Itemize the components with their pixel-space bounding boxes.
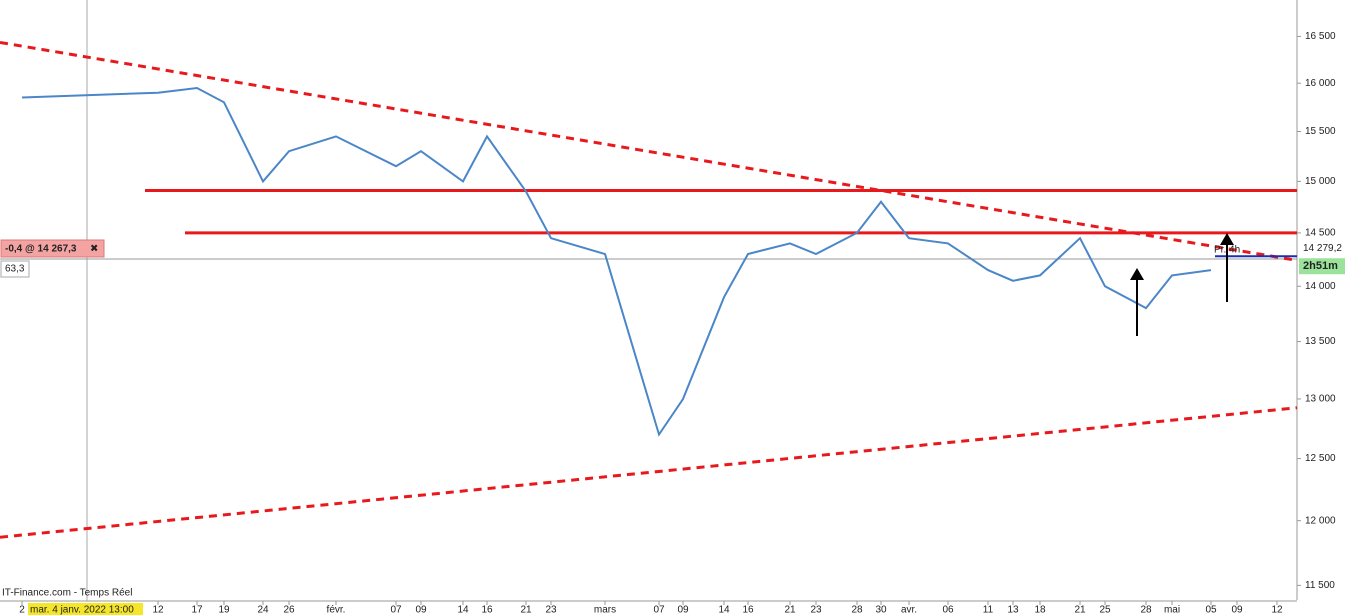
y-tick-label: 13 500 <box>1305 336 1336 347</box>
x-tick-label: 28 <box>1140 605 1152 615</box>
x-tick-label: 14 <box>457 605 469 615</box>
y-tick-label: 12 000 <box>1305 515 1336 526</box>
x-tick-label: 11 <box>983 605 994 615</box>
x-tick-label: mai <box>1164 605 1180 615</box>
x-tick-label: 2 <box>19 605 25 615</box>
cursor-info: -0,4 @ 14 267,3 <box>5 244 77 255</box>
x-tick-label: 21 <box>520 605 532 615</box>
x-tick-label: 16 <box>481 605 493 615</box>
last-price-label: 14 279,2 <box>1303 243 1342 254</box>
x-tick-label: 13 <box>1007 605 1019 615</box>
y-tick-label: 15 000 <box>1305 176 1336 187</box>
cursor-date: mar. 4 janv. 2022 13:00 <box>30 605 134 615</box>
y-tick-label: 16 000 <box>1305 78 1336 89</box>
x-tick-label: 17 <box>191 605 203 615</box>
indicator: 63,3 <box>5 264 25 275</box>
y-tick-label: 14 000 <box>1305 281 1336 292</box>
indicator-box <box>0 260 30 278</box>
arrow-head <box>1130 268 1144 280</box>
x-tick-label: févr. <box>327 605 346 615</box>
x-tick-label: 16 <box>742 605 754 615</box>
x-tick-label: 09 <box>1231 605 1243 615</box>
x-tick-label: mars <box>594 605 616 615</box>
x-tick-label: 25 <box>1099 605 1111 615</box>
x-tick-label: 26 <box>283 605 295 615</box>
x-tick-label: 12 <box>1271 605 1283 615</box>
x-tick-label: 06 <box>942 605 954 615</box>
x-tick-label: 28 <box>851 605 863 615</box>
x-tick-label: 23 <box>545 605 557 615</box>
timer-box <box>1299 258 1345 275</box>
y-tick-label: 15 500 <box>1305 126 1336 137</box>
x-tick-label: 21 <box>784 605 796 615</box>
x-tick-label: 30 <box>875 605 887 615</box>
x-tick-label: 05 <box>1205 605 1217 615</box>
timer: 2h51m <box>1303 260 1338 272</box>
y-tick-label: 13 000 <box>1305 394 1336 405</box>
price-line <box>21 86 1212 437</box>
x-tick-label: 12 <box>152 605 164 615</box>
y-tick-label: 12 500 <box>1305 453 1336 464</box>
cursor-info-box <box>0 239 105 258</box>
y-tick-label: 16 500 <box>1305 31 1336 42</box>
y-tick-label: 14 500 <box>1305 228 1336 239</box>
x-tick-label: 19 <box>218 605 230 615</box>
x-tick-label: 07 <box>390 605 402 615</box>
source: IT-Finance.com - Temps Réel <box>2 588 132 599</box>
x-tick-label: 09 <box>677 605 689 615</box>
arrow-head <box>1220 233 1234 245</box>
x-tick-label: 21 <box>1074 605 1086 615</box>
x-tick-label: 24 <box>257 605 269 615</box>
x-tick-label: 18 <box>1034 605 1046 615</box>
y-tick-label: 11 500 <box>1305 580 1335 591</box>
x-tick-label: 23 <box>810 605 822 615</box>
x-tick-label: 14 <box>718 605 730 615</box>
trendline <box>0 406 1298 539</box>
x-tick-label: 09 <box>415 605 427 615</box>
x-tick-label: 07 <box>653 605 665 615</box>
trendline <box>0 40 1298 262</box>
x-tick-label: avr. <box>901 605 917 615</box>
cursor-date-box <box>28 603 143 615</box>
cursor-close[interactable]: ✖ <box>90 244 98 255</box>
